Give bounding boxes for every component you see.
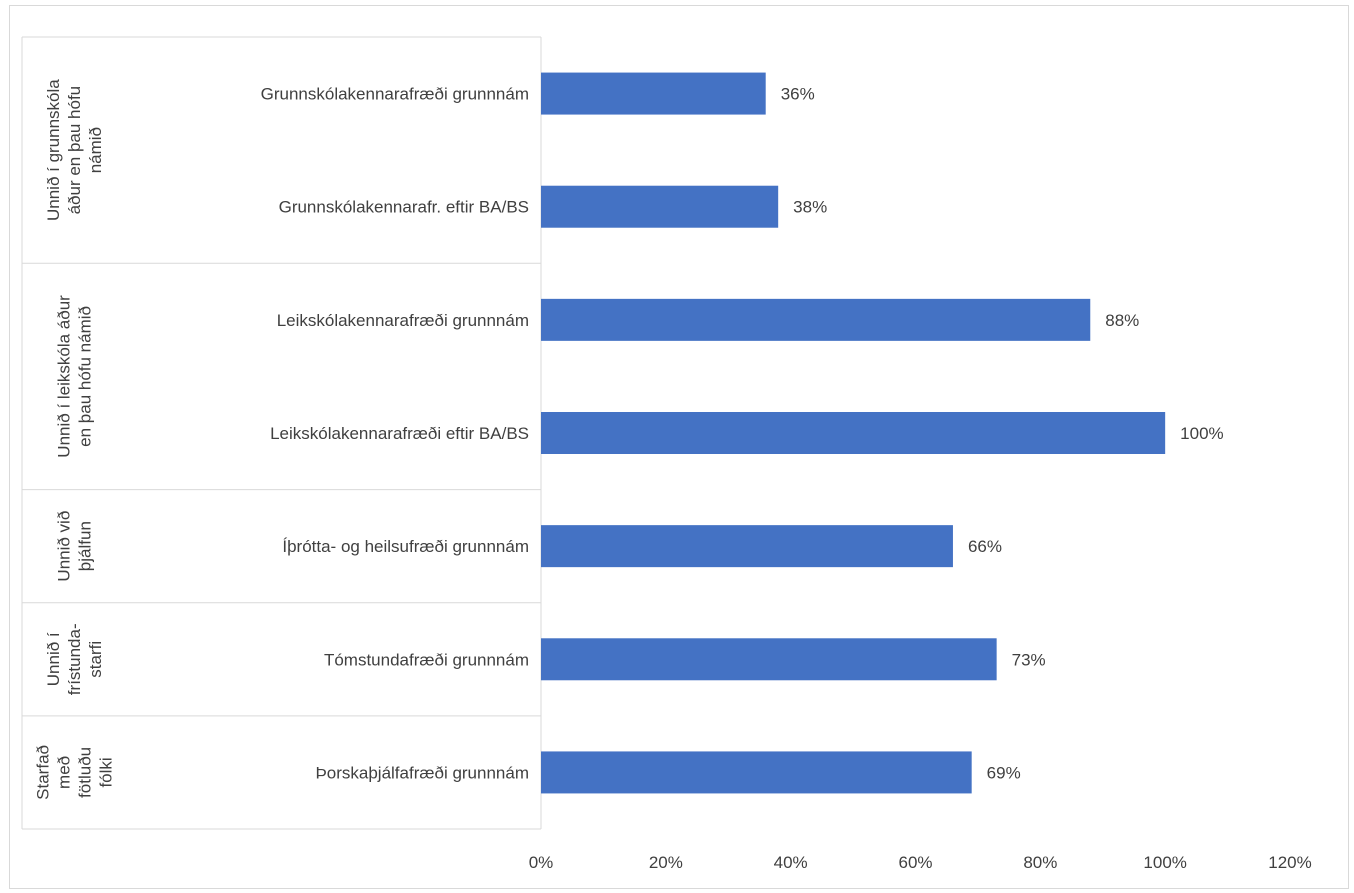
group-label-line: fötluðu xyxy=(76,747,95,798)
data-label: 69% xyxy=(987,763,1021,782)
bar xyxy=(541,72,766,115)
group-label: Unnið í frístunda-starfi xyxy=(44,623,105,695)
data-label: 100% xyxy=(1180,424,1223,443)
group-label: Unnið í grunnskóla áður en þau hófu námið xyxy=(44,79,105,221)
x-tick-label: 100% xyxy=(1143,853,1186,872)
category-label: Grunnskólakennarafr. eftir BA/BS xyxy=(279,198,529,217)
group-label-line: Unnið í leikskóla áður xyxy=(55,295,74,458)
group-label: Unnið við þjálfun xyxy=(55,511,95,582)
x-tick-label: 120% xyxy=(1268,853,1311,872)
x-tick-label: 80% xyxy=(1023,853,1057,872)
group-label-line: fólki xyxy=(97,757,116,787)
group-label-line: með xyxy=(55,756,74,789)
bar xyxy=(541,638,997,681)
x-tick-label: 20% xyxy=(649,853,683,872)
group-label-line: Unnið við xyxy=(55,511,74,582)
category-label: Grunnskólakennarafræði grunnnám xyxy=(261,85,529,104)
x-tick-label: 40% xyxy=(774,853,808,872)
category-label: Leikskólakennarafræði grunnnám xyxy=(277,311,529,330)
category-label: Þorskaþjálfafræði grunnnám xyxy=(315,763,529,782)
group-label-line: starfi xyxy=(86,641,105,678)
data-label: 88% xyxy=(1105,311,1139,330)
data-label: 73% xyxy=(1012,650,1046,669)
bar xyxy=(541,185,779,228)
group-label: Unnið í leikskóla áður en þau hófu námið xyxy=(55,295,95,458)
group-label-line: Unnið í xyxy=(44,632,63,686)
x-tick-label: 60% xyxy=(898,853,932,872)
group-label-line: áður en þau hófu xyxy=(65,86,84,215)
category-label: Íþrótta- og heilsufræði grunnnám xyxy=(282,537,529,556)
chart-frame xyxy=(9,5,1349,889)
category-label: Leikskólakennarafræði eftir BA/BS xyxy=(270,424,529,443)
data-label: 38% xyxy=(793,198,827,217)
data-label: 66% xyxy=(968,537,1002,556)
data-label: 36% xyxy=(781,85,815,104)
group-label-line: Starfað xyxy=(34,745,53,800)
bar xyxy=(541,298,1091,341)
group-label-line: námið xyxy=(86,127,105,173)
category-label: Tómstundafræði grunnnám xyxy=(324,650,529,669)
group-label-line: frístunda- xyxy=(65,623,84,695)
bar xyxy=(541,412,1166,454)
group-label-line: en þau hófu námið xyxy=(76,306,95,447)
x-tick-label: 0% xyxy=(529,853,554,872)
group-label-line: Unnið í grunnskóla xyxy=(44,79,63,221)
bar xyxy=(541,751,972,794)
bar xyxy=(541,525,953,568)
group-label-line: þjálfun xyxy=(76,521,95,571)
group-label: Starfað með fötluðu fólki xyxy=(34,745,116,800)
